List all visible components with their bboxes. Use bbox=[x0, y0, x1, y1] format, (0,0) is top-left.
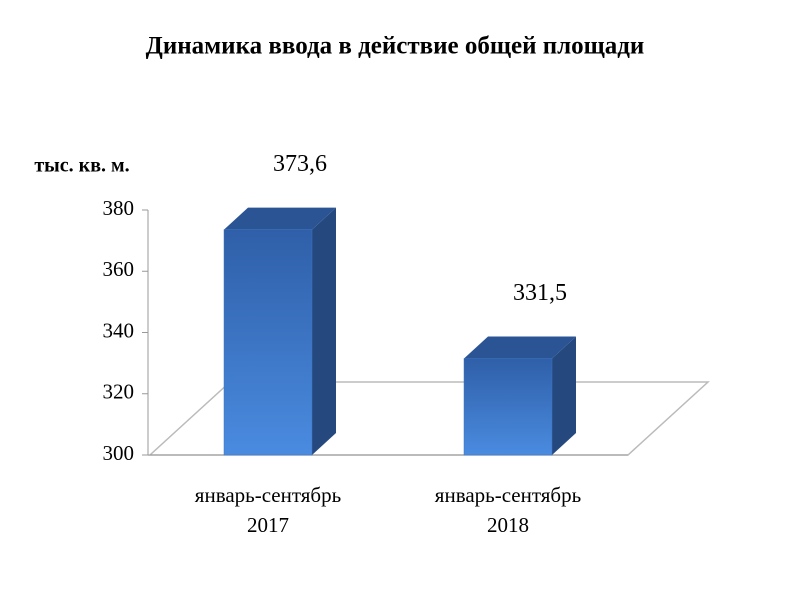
y-tick-label: 380 bbox=[103, 196, 135, 220]
value-label: 373,6 bbox=[273, 151, 327, 177]
bar bbox=[463, 358, 553, 456]
y-axis-label: тыс. кв. м. bbox=[34, 155, 129, 177]
x-tick-label: январь-сентябрь 2018 bbox=[434, 483, 582, 537]
y-tick-label: 340 bbox=[103, 318, 135, 342]
bar-side bbox=[552, 336, 576, 455]
bar bbox=[223, 229, 313, 456]
chart-title: Динамика ввода в действие общей площади bbox=[146, 33, 645, 60]
x-tick-label: январь-сентябрь 2017 bbox=[194, 483, 342, 537]
y-tick-label: 320 bbox=[103, 380, 135, 404]
bar-top bbox=[464, 336, 576, 359]
bar-side bbox=[312, 207, 336, 455]
bar-top bbox=[224, 207, 336, 230]
value-label: 331,5 bbox=[513, 280, 567, 306]
y-tick-label: 360 bbox=[103, 257, 135, 281]
y-tick-label: 300 bbox=[103, 441, 135, 465]
